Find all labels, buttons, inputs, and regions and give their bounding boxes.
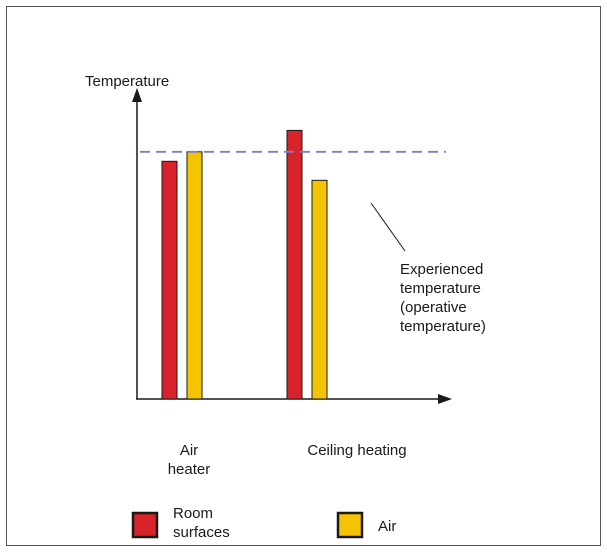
bar-room-surfaces-ceiling-heating [286, 129, 303, 400]
bar-room-surfaces-air-heater [161, 160, 178, 400]
y-axis-arrow [132, 88, 142, 102]
category-labels-layer: Air heater Ceiling heating [168, 442, 407, 478]
bar-air-air-heater [186, 151, 203, 400]
reference-line-label: Experienced temperature (operative temperat… [400, 261, 486, 335]
reference-callout-line [370, 202, 406, 252]
reference-line-layer: Experienced temperature (operative temperat… [140, 150, 486, 335]
legend-swatch-air [336, 511, 364, 539]
category-label-air-heater: Air heater [168, 442, 211, 478]
y-axis-label: Temperature [85, 73, 169, 90]
category-label-ceiling-heating: Ceiling heating [307, 442, 406, 459]
x-axis-arrow [438, 394, 452, 404]
bar-air-ceiling-heating [311, 179, 328, 400]
legend-label-room-surfaces: Room surfaces [173, 505, 230, 541]
chart-frame [6, 6, 601, 546]
legend-swatch-room-surfaces [131, 511, 159, 539]
legend-label-air: Air [378, 518, 396, 535]
bars-layer [161, 129, 328, 400]
legend: Room surfaces Air [131, 505, 396, 541]
